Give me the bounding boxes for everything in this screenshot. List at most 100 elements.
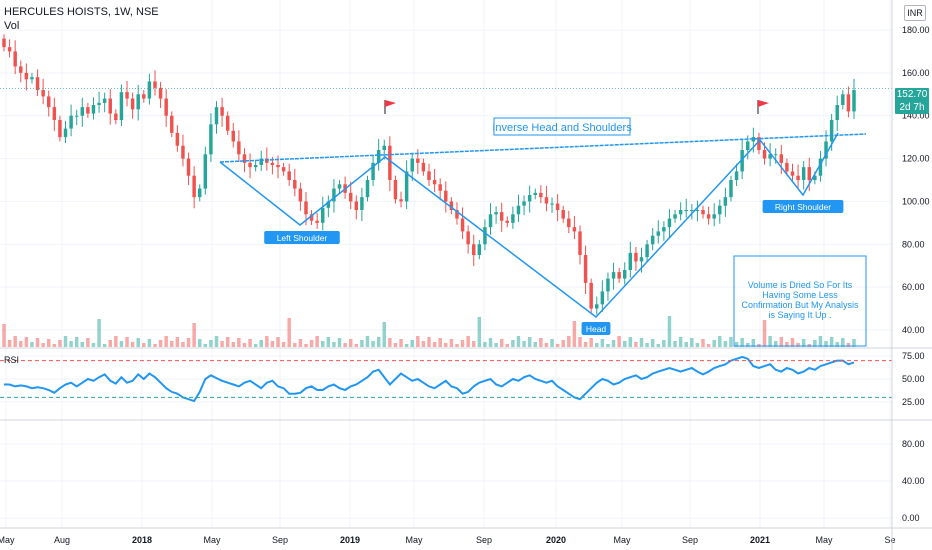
volume-bar: [813, 340, 817, 347]
candle-body: [186, 158, 191, 176]
candle-body: [410, 158, 414, 172]
candle-body: [600, 291, 605, 305]
volume-bar: [360, 340, 364, 347]
volume-bar: [170, 341, 174, 347]
candle-body: [645, 244, 649, 258]
candle-body: [348, 192, 353, 202]
volume-bar: [108, 340, 112, 347]
volume-bar: [248, 339, 252, 347]
candle-body: [332, 188, 336, 202]
volume-bar: [19, 341, 23, 347]
volume-bar: [203, 344, 208, 347]
volume-bar: [153, 344, 157, 347]
candle-body: [19, 66, 23, 73]
volume-bars: [2, 316, 856, 347]
volume-bar: [74, 337, 79, 347]
candle-body: [74, 115, 79, 117]
volume-bar: [315, 336, 319, 347]
x-tick-label: 2020: [546, 535, 566, 545]
volume-bar: [712, 340, 716, 347]
volume-bar: [304, 344, 308, 347]
volume-bar: [35, 338, 40, 347]
volume-bar: [583, 342, 588, 347]
candle-body: [114, 113, 118, 120]
volume-bar: [220, 341, 224, 347]
volume-bar: [818, 336, 823, 347]
candle-body: [729, 180, 733, 198]
candle-body: [835, 105, 839, 120]
candle-body: [656, 231, 661, 236]
candle-body: [505, 220, 510, 223]
volume-bar: [147, 339, 152, 347]
pattern-title: Inverse Head and Shoulders: [492, 122, 632, 134]
rsi-tick-label: 25.00: [902, 397, 925, 407]
candle-body: [595, 304, 599, 309]
candle-body: [41, 90, 45, 97]
x-tick-label: 2019: [340, 535, 360, 545]
candle-body: [393, 180, 398, 200]
candle-body: [416, 158, 420, 163]
volume-bar: [69, 341, 73, 347]
candle-body: [125, 92, 129, 99]
candle-body: [460, 218, 465, 232]
volume-bar: [181, 342, 185, 347]
currency-badge[interactable]: INR: [904, 5, 926, 21]
candle-body: [287, 171, 291, 180]
candle-body: [572, 227, 577, 232]
volume-bar: [511, 340, 515, 347]
volume-bar: [321, 341, 325, 347]
candle-body: [2, 38, 6, 48]
candle-body: [253, 165, 258, 168]
volume-bar: [237, 338, 241, 347]
rsi-panel: RSI: [0, 355, 892, 403]
y-tick-label: 100.00: [902, 196, 930, 206]
volume-bar: [611, 340, 616, 347]
candle-body: [293, 180, 297, 189]
volume-bar: [231, 342, 236, 347]
candle-body: [91, 105, 96, 114]
volume-bar: [449, 339, 454, 347]
volume-bar: [701, 339, 705, 347]
volume-bar: [142, 343, 146, 347]
volume-bar: [572, 321, 577, 347]
candle-body: [706, 214, 711, 219]
volume-bar: [779, 337, 784, 347]
flag-icon: [758, 100, 769, 107]
volume-bar: [427, 337, 431, 347]
volume-bar: [796, 343, 800, 347]
candle-body: [298, 188, 303, 202]
volume-bar: [293, 343, 297, 347]
candle-body: [740, 150, 744, 172]
volume-bar: [695, 343, 700, 347]
candle-body: [511, 214, 515, 223]
candlesticks: [2, 34, 856, 315]
volume-bar: [522, 341, 526, 347]
volume-bar: [706, 344, 711, 347]
note-text: Confirmation But My Analysis: [741, 300, 859, 310]
volume-bar: [600, 339, 605, 347]
candle-body: [762, 150, 767, 159]
volume-bar: [841, 338, 845, 347]
candle-body: [225, 115, 230, 131]
candle-body: [376, 150, 381, 163]
volume-bar: [276, 337, 280, 347]
candle-body: [203, 154, 208, 189]
candle-body: [734, 171, 739, 180]
candle-body: [790, 171, 795, 176]
candle-body: [477, 244, 482, 255]
x-tick-label: Sep: [272, 535, 288, 545]
volume-bar: [102, 344, 107, 347]
volume-bar: [136, 338, 140, 347]
volume-bar: [259, 340, 263, 347]
volume-bar: [86, 338, 90, 347]
volume-bar: [298, 339, 303, 347]
candle-body: [432, 180, 437, 185]
bar-countdown: 2d 7h: [899, 102, 925, 113]
volume-bar: [52, 344, 57, 347]
volume-bar: [265, 336, 269, 347]
volume-bar: [595, 343, 599, 347]
candle-body: [147, 81, 152, 99]
candle-body: [24, 72, 29, 80]
candle-body: [673, 214, 677, 219]
